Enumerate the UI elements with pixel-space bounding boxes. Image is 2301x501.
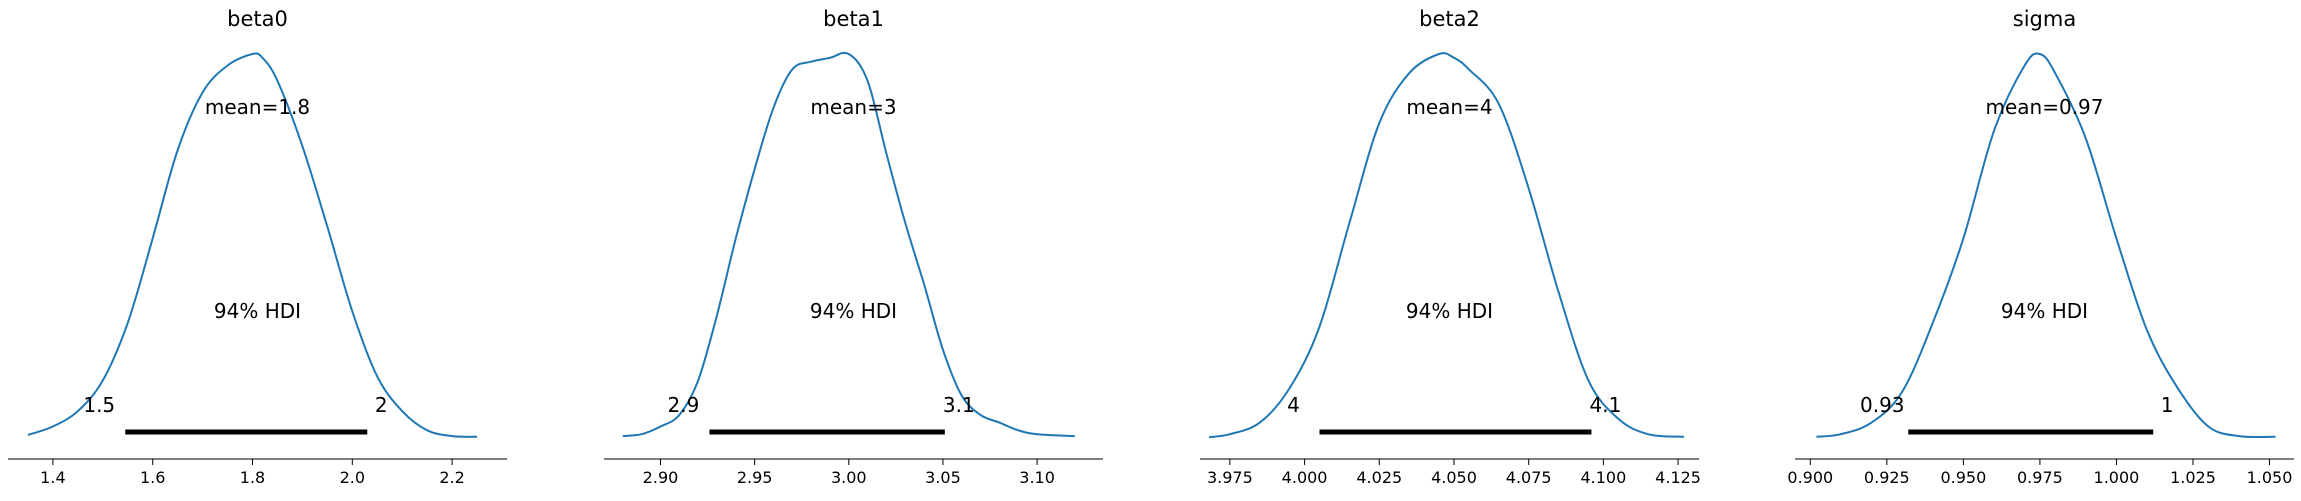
hdi-high-label: 3.1 [943,393,975,417]
hdi-label: 94% HDI [1406,299,1493,323]
hdi-low-label: 4 [1287,393,1300,417]
panel-title: beta1 [823,7,884,31]
x-tick-label: 3.00 [831,468,867,487]
hdi-low-label: 0.93 [1860,393,1905,417]
hdi-high-label: 4.1 [1590,393,1622,417]
panel-beta0: beta0 mean=1.8 94% HDI 1.5 2 1.4 1.6 1.8 2.0 2.2 [8,7,507,487]
x-tick-label: 0.925 [1864,468,1910,487]
panel-beta2: beta2 mean=4 94% HDI 4 4.1 3.975 4.000 4.025 4.0… [1200,7,1701,487]
hdi-low-label: 1.5 [83,393,115,417]
x-tick-label: 1.050 [2247,468,2293,487]
x-tick-label: 1.000 [2094,468,2140,487]
x-tick-label: 1.025 [2170,468,2216,487]
x-tick-label: 4.050 [1431,468,1477,487]
panel-beta1: beta1 mean=3 94% HDI 2.9 3.1 2.90 2.95 3.00 3.05… [604,7,1103,487]
panel-sigma: sigma mean=0.97 94% HDI 0.93 1 0.900 0.925 0.95… [1787,7,2294,487]
hdi-label: 94% HDI [214,299,301,323]
x-tick-label: 2.90 [643,468,679,487]
mean-label: mean=4 [1406,95,1492,119]
panel-title: beta2 [1419,7,1480,31]
density-curve [622,51,1075,438]
x-tick-label: 0.950 [1940,468,1986,487]
x-tick-label: 0.975 [2017,468,2063,487]
hdi-high-label: 1 [2161,393,2174,417]
mean-label: mean=0.97 [1985,95,2103,119]
density-curve [1208,52,1685,439]
x-tick-label: 4.000 [1282,468,1328,487]
hdi-label: 94% HDI [2001,299,2088,323]
x-tick-label: 4.075 [1506,468,1552,487]
x-tick-label: 0.900 [1787,468,1833,487]
x-tick-label: 3.10 [1019,468,1055,487]
x-tick-label: 1.4 [40,468,65,487]
hdi-high-label: 2 [375,393,388,417]
x-tick-label: 2.2 [439,468,464,487]
x-tick-label: 4.125 [1655,468,1701,487]
x-tick-label: 4.100 [1580,468,1626,487]
density-curve [27,52,478,438]
x-tick-label: 1.8 [240,468,265,487]
panel-title: beta0 [227,7,288,31]
panel-title: sigma [2013,7,2076,31]
x-tick-label: 2.0 [340,468,365,487]
x-tick-label: 2.95 [737,468,773,487]
hdi-label: 94% HDI [810,299,897,323]
mean-label: mean=3 [810,95,896,119]
x-tick-label: 1.6 [140,468,165,487]
x-tick-label: 3.975 [1207,468,1253,487]
x-tick-label: 4.025 [1356,468,1402,487]
density-curve [1816,52,2276,439]
x-tick-label: 3.05 [925,468,961,487]
mean-label: mean=1.8 [205,95,310,119]
hdi-low-label: 2.9 [668,393,700,417]
